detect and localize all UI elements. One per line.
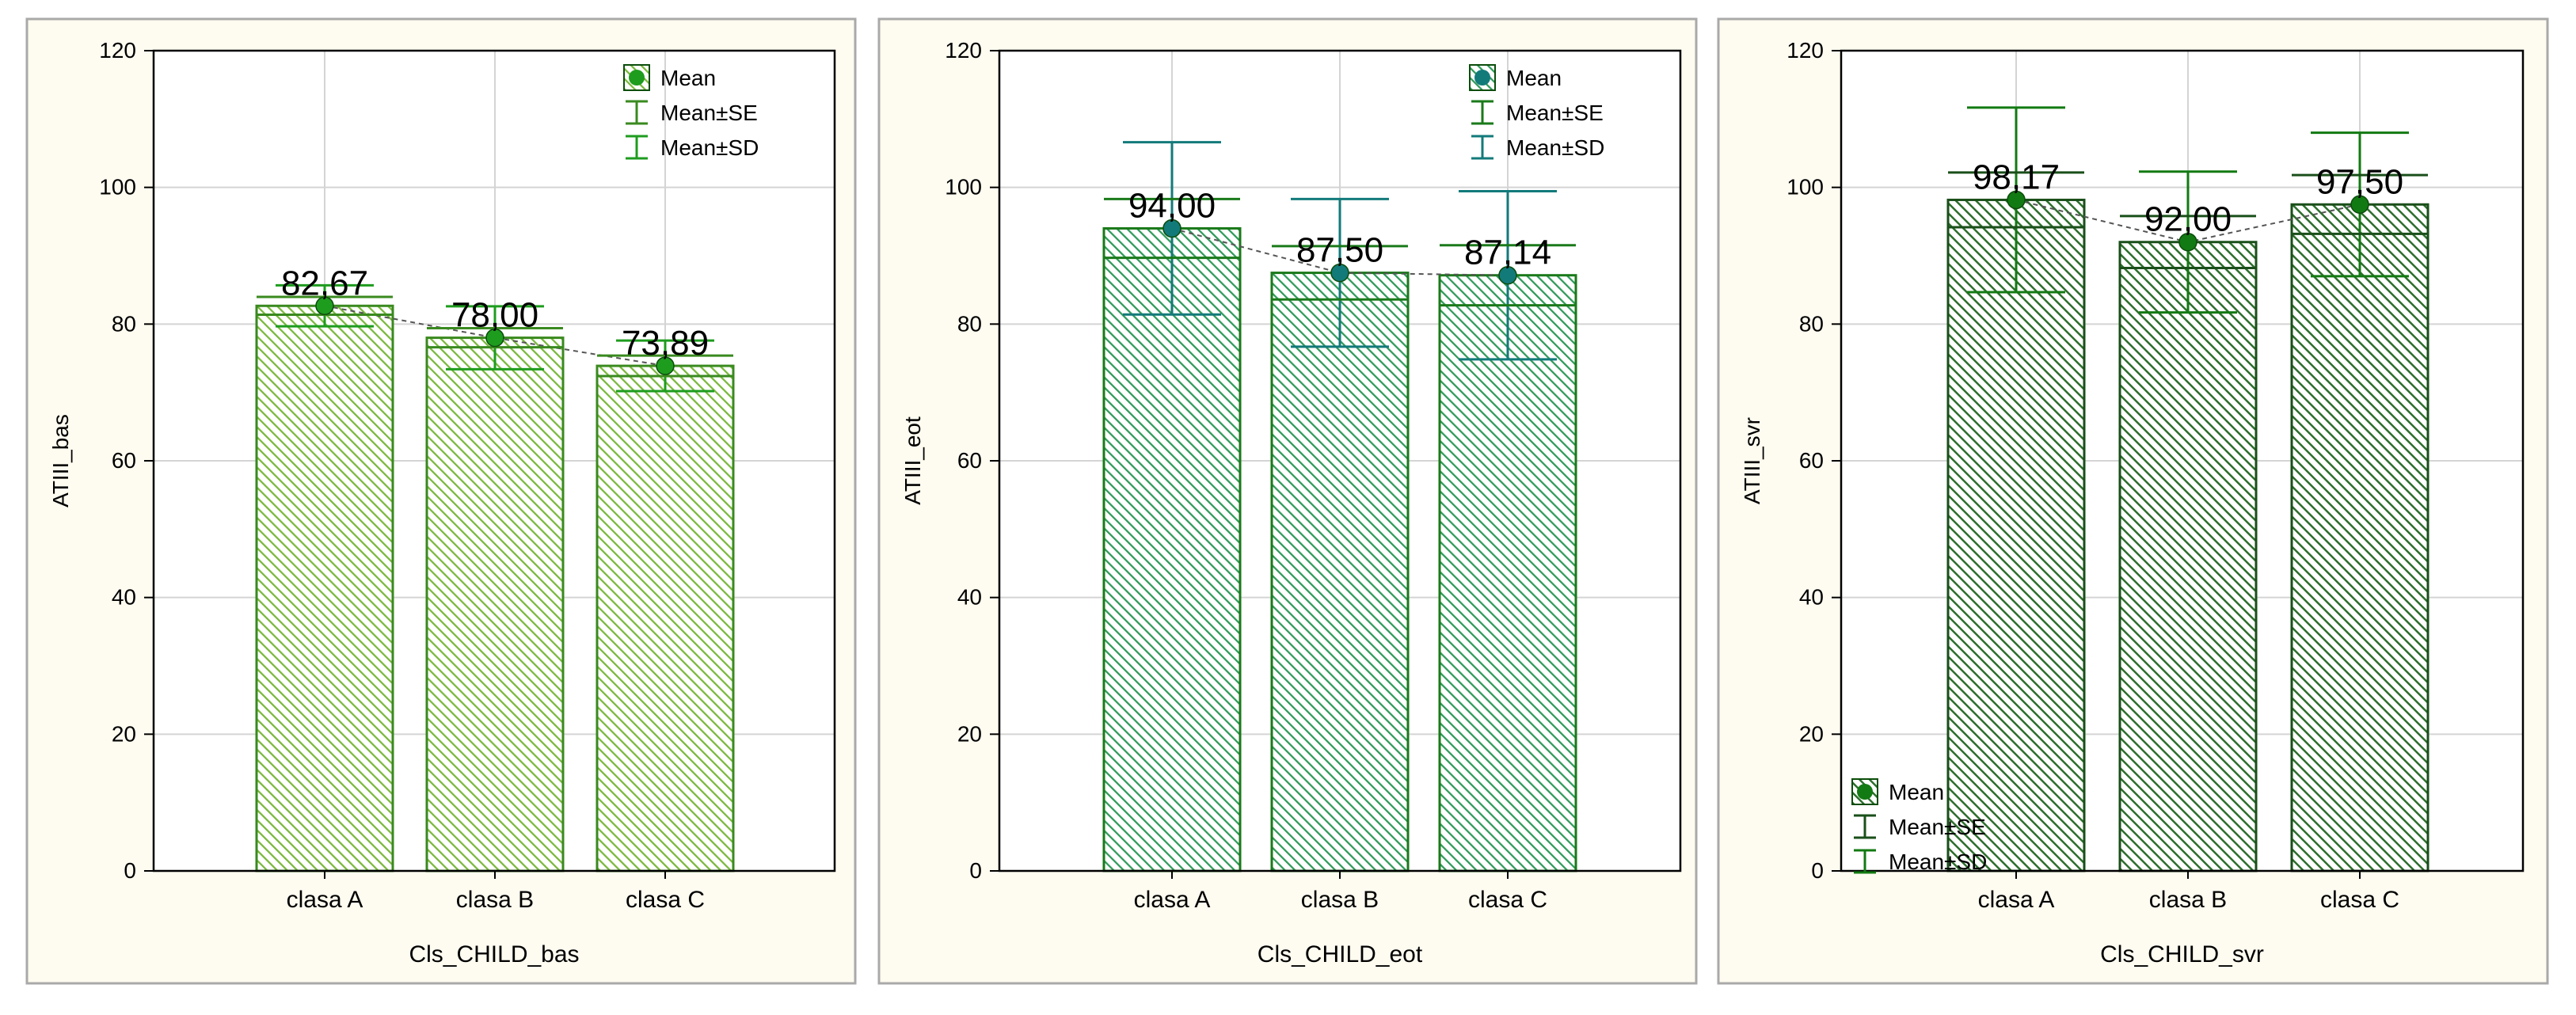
y-tick-label: 120 xyxy=(945,38,982,63)
mean-point xyxy=(1498,265,1517,285)
mean-value-label: 82,67 xyxy=(281,264,368,302)
y-tick-label: 20 xyxy=(112,721,136,746)
plot-frame xyxy=(152,49,836,872)
y-tick-label: 120 xyxy=(99,38,136,63)
x-axis-label: Cls_CHILD_svr xyxy=(2100,941,2264,967)
chart-panel-1: 0 20 40 60 80 100 120 82,67 clasa A 78,00 clasa B 7… xyxy=(25,17,857,985)
x-tick-label: clasa A xyxy=(1134,887,1211,913)
legend-se-label: Mean±SE xyxy=(1889,815,1986,839)
y-tick-label: 0 xyxy=(969,858,982,883)
bar-3 xyxy=(2290,203,2430,872)
legend-mean-marker xyxy=(1857,784,1873,800)
mean-point xyxy=(485,328,504,348)
bar-1 xyxy=(255,304,394,872)
legend-sd-label: Mean±SD xyxy=(660,135,759,160)
y-tick-label: 40 xyxy=(957,585,982,610)
bar-3 xyxy=(1438,274,1577,872)
legend: Mean Mean±SE Mean±SD xyxy=(1469,64,1604,160)
chart-panel-3: 0 20 40 60 80 100 120 98,17 clasa A 92,00 clasa B 9… xyxy=(1717,17,2549,985)
y-tick-label: 60 xyxy=(1799,448,1824,473)
plot-frame xyxy=(1840,49,2525,872)
legend-se-label: Mean±SE xyxy=(1506,101,1604,125)
x-tick-label: clasa B xyxy=(1301,887,1379,913)
bar-2 xyxy=(425,336,565,872)
bar-1 xyxy=(1102,226,1242,872)
x-tick-label: clasa A xyxy=(1978,887,2055,913)
legend-sd-label: Mean±SD xyxy=(1506,135,1604,160)
mean-point xyxy=(2007,190,2026,210)
mean-point xyxy=(315,296,334,316)
x-tick-label: clasa A xyxy=(287,887,363,913)
mean-point xyxy=(1330,263,1349,283)
y-tick-label: 100 xyxy=(945,175,982,200)
mean-value-label: 78,00 xyxy=(451,296,538,335)
legend-se-label: Mean±SE xyxy=(660,101,758,125)
mean-value-label: 97,50 xyxy=(2316,162,2403,201)
legend-mean-swatch xyxy=(1469,64,1496,91)
y-tick-label: 20 xyxy=(1799,721,1824,746)
legend-sd-label: Mean±SD xyxy=(1889,850,1987,874)
legend-mean-marker xyxy=(629,70,645,86)
bar-3 xyxy=(595,364,735,872)
y-tick-label: 20 xyxy=(957,721,982,746)
y-tick-label: 60 xyxy=(957,448,982,473)
mean-point xyxy=(2350,195,2369,214)
legend-mean-label: Mean xyxy=(1506,66,1562,90)
legend: Mean Mean±SE Mean±SD xyxy=(623,64,759,160)
x-tick-label: clasa C xyxy=(2320,887,2399,913)
y-tick-label: 40 xyxy=(1799,585,1824,610)
mean-value-label: 92,00 xyxy=(2144,200,2232,239)
y-tick-label: 100 xyxy=(99,175,136,200)
x-axis-label: Cls_CHILD_eot xyxy=(1258,941,1423,967)
plot-frame xyxy=(998,49,1682,872)
mean-point xyxy=(656,356,675,375)
mean-value-label: 73,89 xyxy=(622,324,709,363)
chart-panel-2: 0 20 40 60 80 100 120 94,00 clasa A 87,50 clasa B 8… xyxy=(877,17,1698,985)
legend-mean-marker xyxy=(1474,70,1490,86)
x-tick-label: clasa B xyxy=(456,887,534,913)
y-axis-label: ATIII_svr xyxy=(1740,417,1764,504)
x-tick-label: clasa B xyxy=(2149,887,2227,913)
mean-point xyxy=(2178,232,2197,252)
y-axis-label: ATIII_bas xyxy=(48,414,73,508)
y-tick-label: 80 xyxy=(112,311,136,336)
bar-2 xyxy=(2118,241,2258,872)
y-tick-label: 0 xyxy=(124,858,136,883)
y-axis-label: ATIII_eot xyxy=(900,416,925,505)
y-tick-label: 80 xyxy=(1799,311,1824,336)
y-tick-label: 80 xyxy=(957,311,982,336)
mean-value-label: 98,17 xyxy=(1973,158,2060,196)
y-tick-label: 60 xyxy=(112,448,136,473)
mean-value-label: 87,14 xyxy=(1464,234,1551,272)
mean-value-label: 87,50 xyxy=(1296,231,1383,270)
mean-value-label: 94,00 xyxy=(1128,186,1216,225)
x-axis-label: Cls_CHILD_bas xyxy=(409,941,579,967)
bar-1 xyxy=(1946,198,2086,872)
y-tick-label: 0 xyxy=(1811,858,1824,883)
x-tick-label: clasa C xyxy=(1468,887,1547,913)
legend-mean-label: Mean xyxy=(660,66,716,90)
legend-mean-label: Mean xyxy=(1889,780,1944,804)
y-tick-label: 100 xyxy=(1786,175,1824,200)
y-tick-label: 40 xyxy=(112,585,136,610)
mean-point xyxy=(1162,219,1181,238)
bar-2 xyxy=(1270,272,1410,872)
y-tick-label: 120 xyxy=(1786,38,1824,63)
legend: Mean Mean±SE Mean±SD xyxy=(1851,778,1987,874)
x-tick-label: clasa C xyxy=(626,887,705,913)
